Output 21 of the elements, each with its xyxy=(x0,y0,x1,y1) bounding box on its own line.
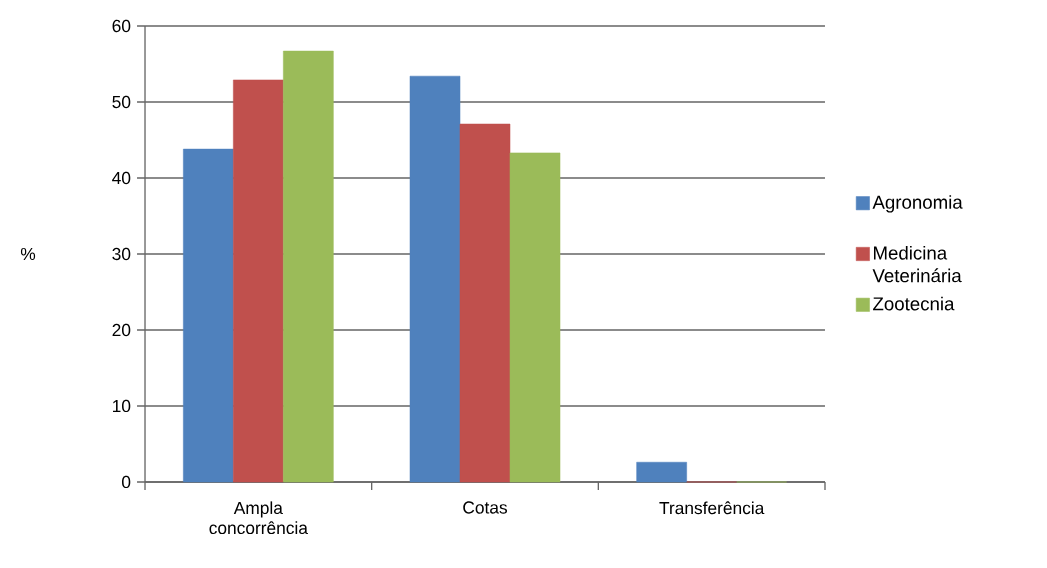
y-axis-title: % xyxy=(20,247,36,261)
y-tick-label: 50 xyxy=(112,95,131,109)
bar xyxy=(509,152,561,483)
bar xyxy=(283,50,334,483)
y-tick-label: 60 xyxy=(112,19,131,33)
bar xyxy=(636,461,687,483)
bar xyxy=(233,79,284,483)
legend-label: Agronomia xyxy=(872,195,963,213)
y-tick-label: 20 xyxy=(112,323,131,337)
x-tick-label: Transferência xyxy=(659,501,765,515)
y-tick-label: 30 xyxy=(112,247,131,261)
bar xyxy=(459,123,511,483)
x-tick-label: Cotas xyxy=(463,501,508,514)
legend-label: Zootecnia xyxy=(873,296,955,311)
bar xyxy=(183,148,234,483)
bar xyxy=(409,75,461,483)
y-tick-label: 40 xyxy=(112,171,131,185)
x-tick-label: Ampla concorrência xyxy=(209,501,308,535)
y-tick-label: 0 xyxy=(122,475,131,489)
legend-label: Medicina Veterinária xyxy=(872,245,962,283)
y-tick-label: 10 xyxy=(113,399,131,413)
